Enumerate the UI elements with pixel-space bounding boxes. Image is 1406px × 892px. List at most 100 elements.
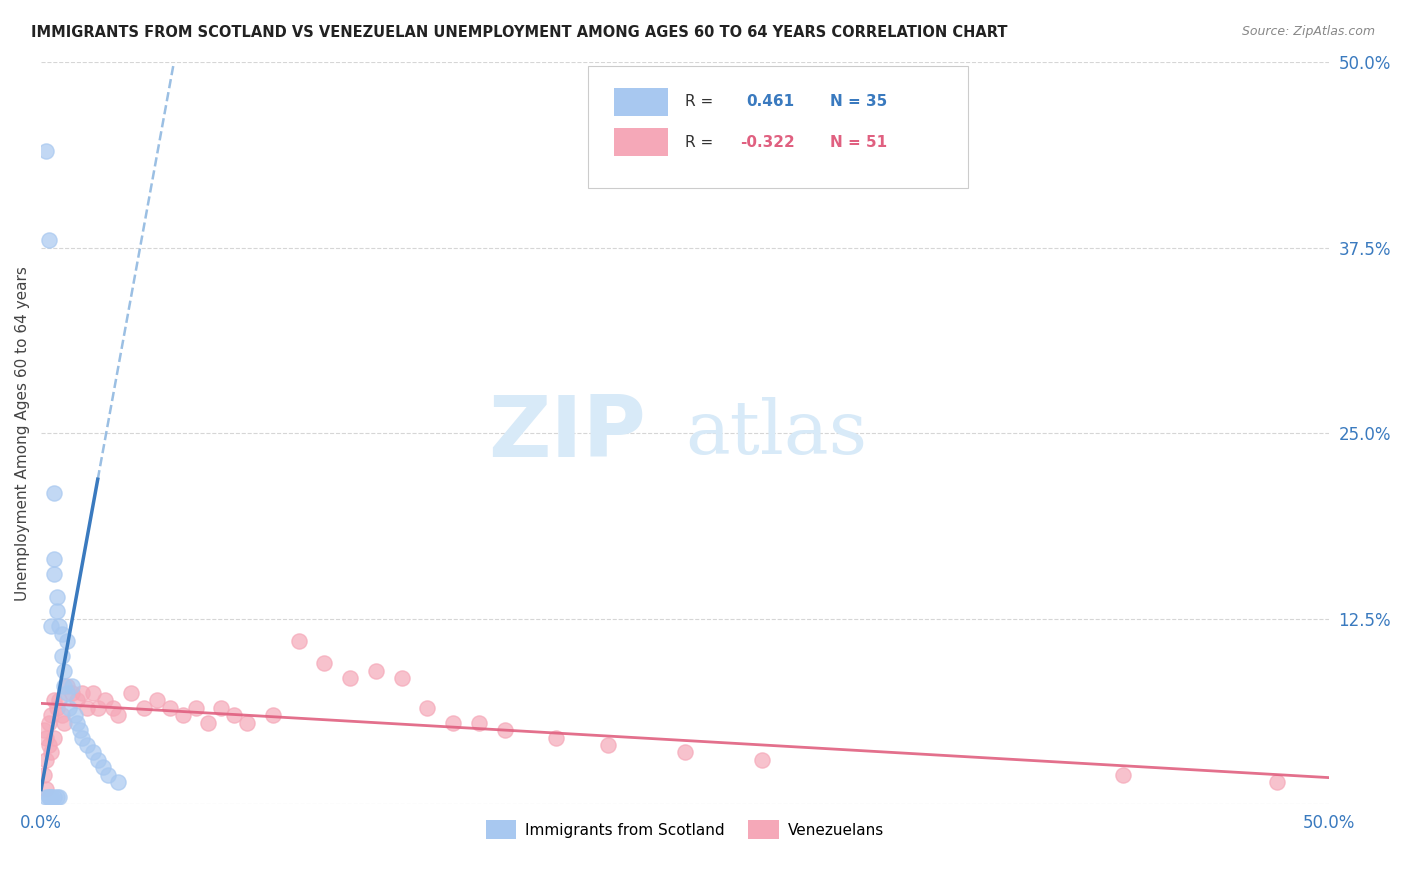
Point — [314, 657, 336, 671]
Point — [441, 715, 464, 730]
Point — [42, 693, 65, 707]
Text: Source: ZipAtlas.com: Source: ZipAtlas.com — [1241, 25, 1375, 38]
Point — [391, 671, 413, 685]
Point — [103, 701, 125, 715]
Point — [45, 590, 67, 604]
Point — [87, 753, 110, 767]
Point — [51, 648, 73, 663]
Point — [48, 693, 70, 707]
Point — [76, 701, 98, 715]
Point — [596, 738, 619, 752]
Point — [45, 701, 67, 715]
Point — [72, 686, 94, 700]
Point — [60, 679, 83, 693]
Point — [91, 760, 114, 774]
Point — [107, 708, 129, 723]
Point — [673, 745, 696, 759]
Point — [63, 708, 86, 723]
Point — [32, 723, 55, 737]
Point — [494, 723, 516, 737]
Point — [107, 775, 129, 789]
Point — [1111, 767, 1133, 781]
Point — [35, 731, 58, 745]
Point — [751, 753, 773, 767]
Point — [120, 686, 142, 700]
Point — [56, 686, 79, 700]
Point — [262, 708, 284, 723]
Point — [38, 789, 60, 804]
Y-axis label: Unemployment Among Ages 60 to 64 years: Unemployment Among Ages 60 to 64 years — [15, 266, 30, 600]
Point — [53, 664, 76, 678]
Point — [38, 715, 60, 730]
Point — [48, 789, 70, 804]
Text: 0.461: 0.461 — [747, 94, 794, 109]
Point — [35, 789, 58, 804]
Point — [236, 715, 259, 730]
Point — [69, 723, 91, 737]
Point — [94, 693, 117, 707]
Text: R =: R = — [685, 135, 713, 150]
Legend: Immigrants from Scotland, Venezuelans: Immigrants from Scotland, Venezuelans — [479, 814, 890, 845]
Point — [41, 789, 63, 804]
Point — [32, 767, 55, 781]
FancyBboxPatch shape — [588, 66, 969, 188]
Point — [35, 145, 58, 159]
Point — [60, 686, 83, 700]
Point — [56, 634, 79, 648]
Point — [41, 619, 63, 633]
Text: -0.322: -0.322 — [740, 135, 794, 150]
Point — [35, 753, 58, 767]
Point — [42, 485, 65, 500]
Point — [42, 731, 65, 745]
Text: ZIP: ZIP — [488, 392, 647, 475]
Point — [42, 567, 65, 582]
Point — [35, 782, 58, 797]
Point — [66, 693, 89, 707]
Point — [51, 708, 73, 723]
Point — [468, 715, 491, 730]
Text: atlas: atlas — [685, 397, 868, 470]
Point — [76, 738, 98, 752]
Text: IMMIGRANTS FROM SCOTLAND VS VENEZUELAN UNEMPLOYMENT AMONG AGES 60 TO 64 YEARS CO: IMMIGRANTS FROM SCOTLAND VS VENEZUELAN U… — [31, 25, 1008, 40]
Point — [546, 731, 568, 745]
Point — [48, 619, 70, 633]
Point — [339, 671, 361, 685]
Point — [41, 745, 63, 759]
Point — [1265, 775, 1288, 789]
Point — [209, 701, 232, 715]
Point — [51, 626, 73, 640]
Point — [41, 708, 63, 723]
Point — [224, 708, 246, 723]
Point — [172, 708, 194, 723]
Point — [38, 789, 60, 804]
Point — [53, 715, 76, 730]
Point — [364, 664, 387, 678]
Text: R =: R = — [685, 94, 713, 109]
Point — [56, 679, 79, 693]
Bar — [614, 128, 668, 156]
Point — [184, 701, 207, 715]
Point — [45, 604, 67, 618]
Bar — [614, 88, 668, 116]
Point — [41, 789, 63, 804]
Point — [58, 701, 80, 715]
Point — [38, 233, 60, 247]
Point — [132, 701, 155, 715]
Point — [53, 679, 76, 693]
Text: N = 35: N = 35 — [831, 94, 887, 109]
Point — [38, 738, 60, 752]
Point — [197, 715, 219, 730]
Point — [416, 701, 439, 715]
Point — [42, 789, 65, 804]
Point — [82, 686, 104, 700]
Point — [66, 715, 89, 730]
Text: N = 51: N = 51 — [831, 135, 887, 150]
Point — [87, 701, 110, 715]
Point — [82, 745, 104, 759]
Point — [287, 634, 309, 648]
Point — [72, 731, 94, 745]
Point — [159, 701, 181, 715]
Point — [146, 693, 169, 707]
Point — [45, 789, 67, 804]
Point — [42, 552, 65, 566]
